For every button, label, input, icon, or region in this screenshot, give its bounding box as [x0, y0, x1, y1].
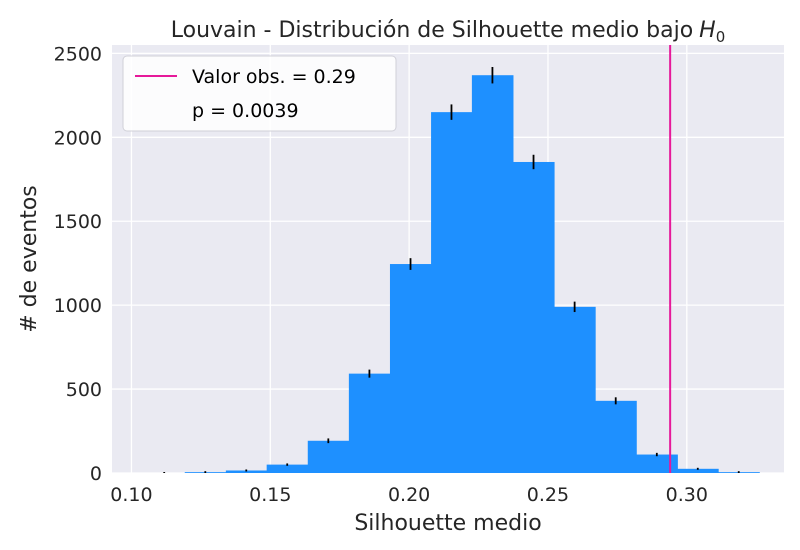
x-tick-label-2: 0.20 — [388, 484, 430, 506]
y-tick-label-1: 500 — [66, 379, 102, 401]
histogram-bar-10 — [554, 306, 596, 473]
chart-title-math-base: H — [699, 18, 716, 43]
histogram-bar-7 — [431, 112, 473, 473]
x-tick-label-0: 0.10 — [110, 484, 152, 506]
y-tick-label-5: 2500 — [54, 43, 102, 65]
y-tick-label-0: 0 — [90, 463, 102, 485]
error-bars — [163, 66, 740, 473]
histogram-bar-3 — [266, 464, 309, 473]
x-tick-label-4: 0.30 — [666, 484, 708, 506]
legend-entry-observed: Valor obs. = 0.29 — [192, 66, 356, 88]
x-axis-label: Silhouette medio — [354, 511, 541, 536]
histogram-bar-2 — [225, 470, 268, 473]
histogram-bar-4 — [307, 440, 350, 473]
histogram-bars — [184, 75, 760, 473]
y-axis-label: # de eventos — [17, 185, 42, 333]
legend-entry-p-value: p = 0.0039 — [192, 100, 299, 122]
x-tick-label-3: 0.25 — [527, 484, 569, 506]
histogram-bar-6 — [389, 264, 432, 473]
histogram-bar-5 — [348, 373, 391, 473]
histogram-bar-12 — [636, 454, 678, 473]
tick-labels: 0.10 0.15 0.20 0.25 0.30 0 500 1000 1500 2000 2500 — [54, 43, 708, 506]
x-tick-label-1: 0.15 — [249, 484, 291, 506]
chart-title-math-subscript: 0 — [716, 28, 726, 46]
y-tick-label-3: 1500 — [54, 211, 102, 233]
histogram-bar-11 — [595, 400, 637, 473]
chart-title-main: Louvain - Distribución de Silhouette med… — [171, 18, 693, 43]
y-tick-label-2: 1000 — [54, 295, 102, 317]
histogram-bar-9 — [512, 161, 555, 473]
legend: Valor obs. = 0.29 p = 0.0039 — [122, 55, 397, 132]
legend-box — [122, 55, 397, 132]
chart-title: Louvain - Distribución de Silhouette med… — [171, 18, 726, 46]
histogram-bar-8 — [471, 75, 514, 473]
y-tick-label-4: 2000 — [54, 127, 102, 149]
histogram-bar-13 — [677, 468, 719, 473]
